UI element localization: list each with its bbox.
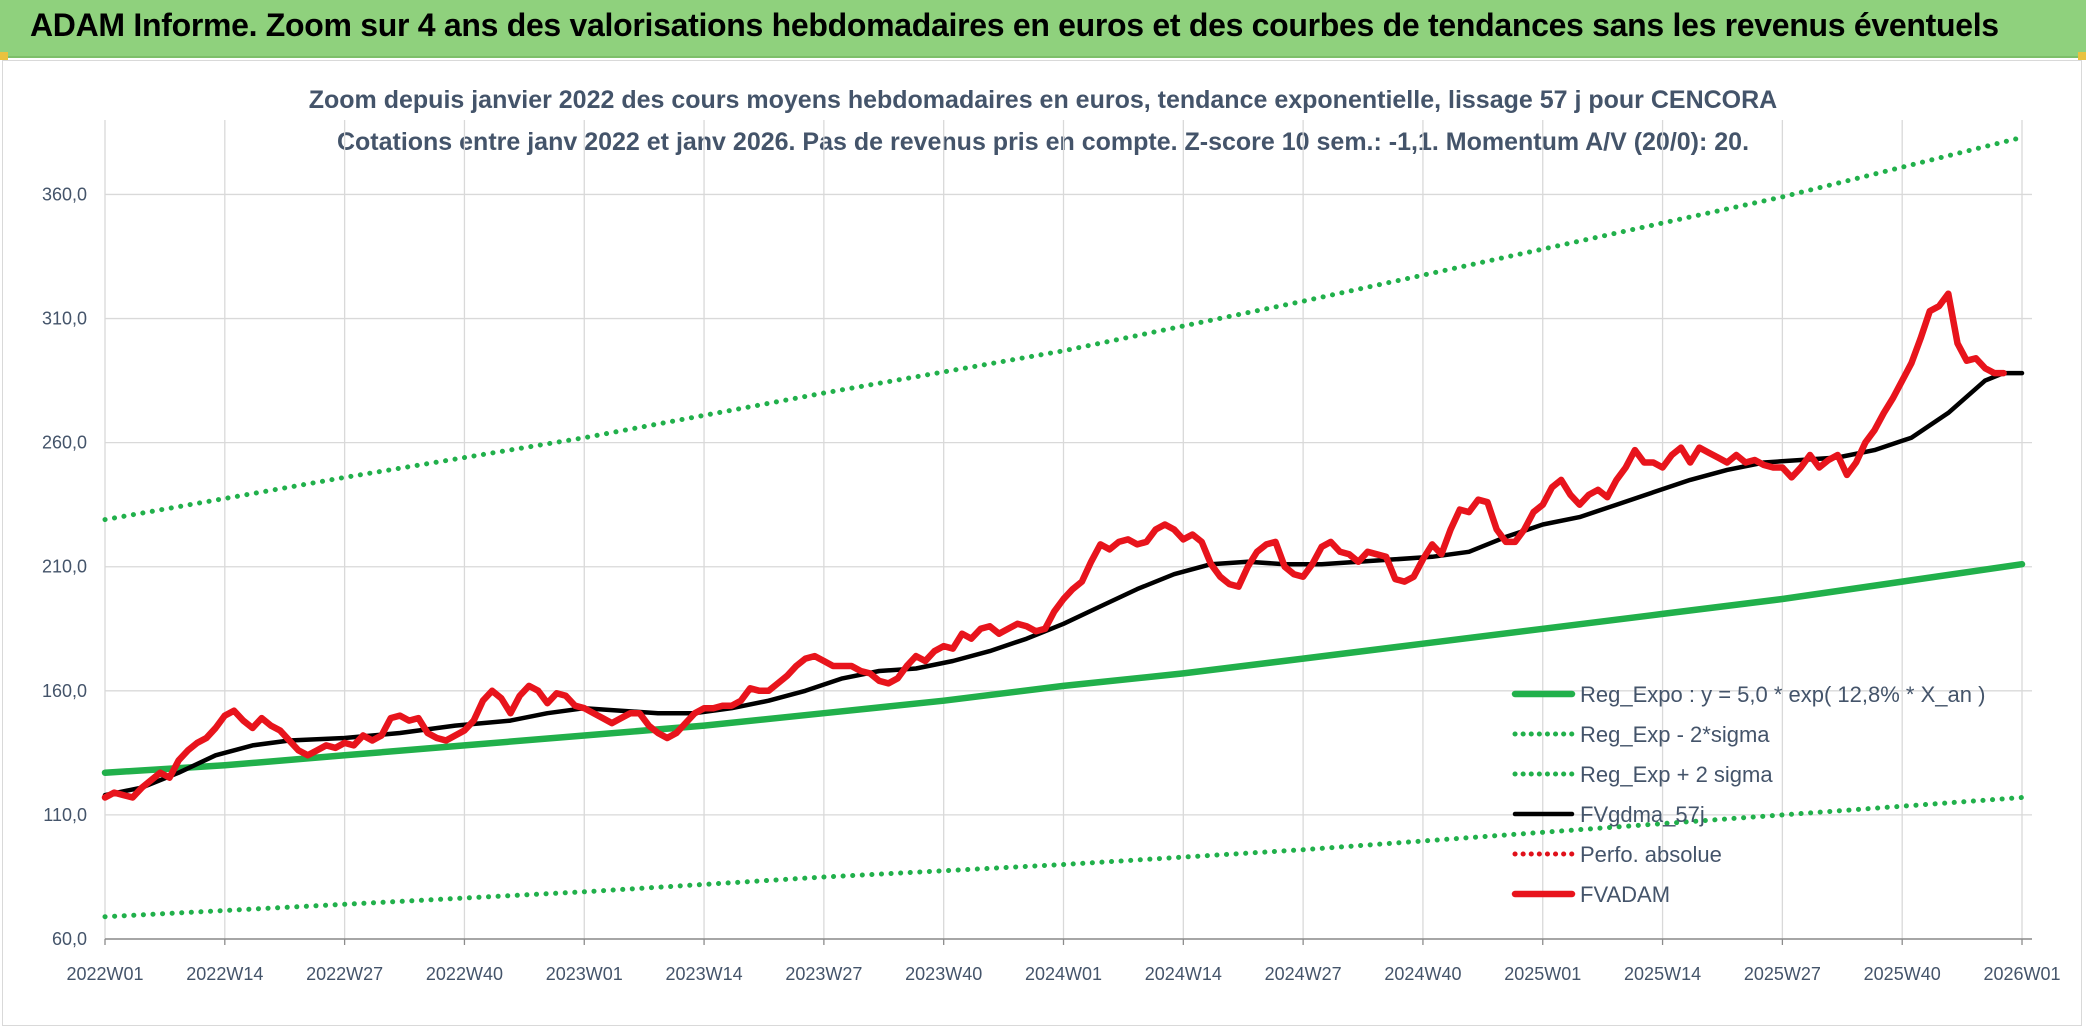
corner-marker-left <box>0 52 8 60</box>
x-tick-label: 2023W40 <box>905 964 982 984</box>
y-tick-label: 260,0 <box>42 433 87 453</box>
legend: Reg_Expo : y = 5,0 * exp( 12,8% * X_an )… <box>1511 682 1985 907</box>
x-tick-label: 2024W27 <box>1265 964 1342 984</box>
corner-marker-right <box>2078 52 2086 60</box>
series-line-fvadam <box>101 290 2007 801</box>
series-line-reg-expo-y-5-0-exp-12-8-x-an <box>101 560 2026 776</box>
chart-title: Zoom depuis janvier 2022 des cours moyen… <box>308 86 1778 114</box>
legend-label: Reg_Exp + 2 sigma <box>1580 762 1773 787</box>
y-tick-label: 310,0 <box>42 309 87 329</box>
x-tick-label: 2023W27 <box>785 964 862 984</box>
x-tick-label: 2024W14 <box>1145 964 1222 984</box>
x-tick-label: 2026W01 <box>1983 964 2060 984</box>
legend-label: Reg_Expo : y = 5,0 * exp( 12,8% * X_an ) <box>1580 682 1985 707</box>
legend-label: FVgdma_57j <box>1580 802 1705 827</box>
series-line-reg-exp-2-sigma <box>102 795 2025 920</box>
y-tick-label: 60,0 <box>52 929 87 949</box>
legend-label: FVADAM <box>1580 882 1670 907</box>
x-tick-label: 2024W40 <box>1384 964 1461 984</box>
x-tick-label: 2025W40 <box>1864 964 1941 984</box>
x-tick-label: 2022W40 <box>426 964 503 984</box>
report-title: ADAM Informe. Zoom sur 4 ans des valoris… <box>30 7 1999 43</box>
legend-label: Perfo. absolue <box>1580 842 1722 867</box>
x-tick-label: 2025W14 <box>1624 964 1701 984</box>
chart-frame <box>2 60 2082 1026</box>
y-tick-label: 160,0 <box>42 681 87 701</box>
chart-subtitle: Cotations entre janv 2022 et janv 2026. … <box>336 128 1750 156</box>
report-banner: ADAM Informe. Zoom sur 4 ans des valoris… <box>0 0 2086 58</box>
x-tick-label: 2023W14 <box>666 964 743 984</box>
y-tick-label: 110,0 <box>43 805 87 825</box>
grid-layer <box>104 120 2032 940</box>
x-tick-label: 2025W01 <box>1504 964 1581 984</box>
series-line-fvgdma-57j <box>102 370 2025 798</box>
legend-label: Reg_Exp - 2*sigma <box>1580 722 1770 747</box>
x-tick-label: 2023W01 <box>546 964 623 984</box>
x-tick-label: 2022W27 <box>306 964 383 984</box>
x-tick-label: 2022W14 <box>186 964 263 984</box>
x-tick-label: 2025W27 <box>1744 964 1821 984</box>
y-tick-label: 210,0 <box>42 557 87 577</box>
x-tick-label: 2022W01 <box>66 964 143 984</box>
x-tick-label: 2024W01 <box>1025 964 1102 984</box>
axis-layer: 60,0 110,0 160,0 210,0 260,0 310,0 360,0 2022W0… <box>42 184 2061 984</box>
y-tick-label: 360,0 <box>42 184 87 204</box>
series-line-reg-exp-2-sigma <box>102 134 2025 523</box>
series-layer <box>101 134 2026 920</box>
